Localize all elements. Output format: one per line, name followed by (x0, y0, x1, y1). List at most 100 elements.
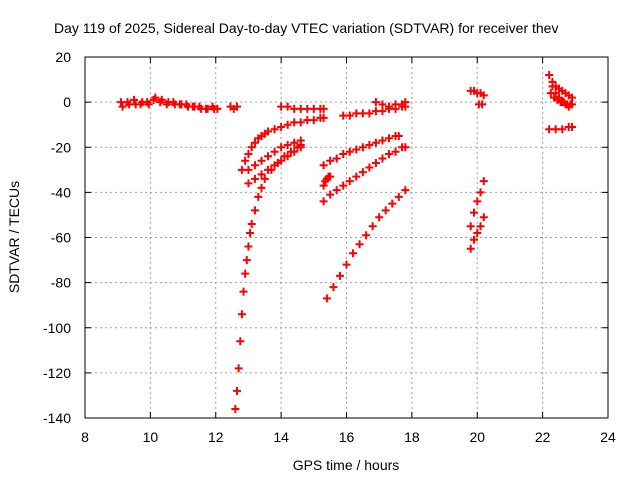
chart-title: Day 119 of 2025, Sidereal Day-to-day VTE… (54, 20, 558, 36)
data-point (264, 165, 273, 174)
data-point (342, 260, 351, 269)
data-point (144, 100, 153, 109)
data-point (244, 150, 253, 159)
data-point (394, 131, 403, 140)
data-point (479, 177, 488, 186)
data-point (381, 206, 390, 215)
data-point (283, 140, 292, 149)
data-point (339, 150, 348, 159)
y-tick-label: -40 (51, 184, 71, 200)
data-point (558, 125, 567, 134)
data-points (116, 71, 577, 413)
data-point (473, 197, 482, 206)
data-point (401, 98, 410, 107)
data-point (131, 100, 140, 109)
x-axis-title: GPS time / hours (293, 457, 400, 473)
data-point (329, 283, 338, 292)
x-tick-label: 14 (273, 429, 289, 445)
data-point (545, 71, 554, 80)
data-point (332, 186, 341, 195)
data-point (466, 222, 475, 231)
data-point (326, 172, 335, 181)
y-tick-label: -120 (43, 365, 71, 381)
data-point (352, 145, 361, 154)
data-point (157, 95, 166, 104)
data-point (283, 152, 292, 161)
data-point (234, 364, 243, 373)
data-point (250, 138, 259, 147)
data-point (237, 310, 246, 319)
series-s13 (319, 172, 335, 190)
data-point (277, 122, 286, 131)
data-point (231, 404, 240, 413)
data-point (345, 111, 354, 120)
data-point (368, 222, 377, 231)
data-point (296, 143, 305, 152)
x-tick-label: 8 (81, 429, 89, 445)
data-point (283, 102, 292, 111)
data-point (339, 181, 348, 190)
y-tick-label: -80 (51, 275, 71, 291)
data-point (473, 228, 482, 237)
data-point (232, 386, 241, 395)
data-point (355, 240, 364, 249)
y-axis-title: SDTVAR / TECUs (6, 181, 22, 293)
data-point (479, 213, 488, 222)
data-point (270, 161, 279, 170)
data-point (164, 98, 173, 107)
data-point (349, 249, 358, 258)
data-point (352, 172, 361, 181)
data-point (244, 242, 253, 251)
data-point (554, 93, 563, 102)
series-s21 (548, 82, 577, 111)
x-tick-label: 18 (404, 429, 420, 445)
data-point (375, 213, 384, 222)
data-point (568, 93, 577, 102)
data-point (264, 152, 273, 161)
data-point (332, 154, 341, 163)
data-point (270, 147, 279, 156)
data-point (296, 118, 305, 127)
series-s16 (466, 177, 488, 231)
data-point (244, 165, 253, 174)
data-point (242, 256, 251, 265)
data-point (257, 170, 266, 179)
series-s12 (319, 131, 403, 170)
x-tick-label: 16 (339, 429, 355, 445)
series-s22 (545, 122, 577, 134)
data-point (244, 179, 253, 188)
data-point (476, 188, 485, 197)
plot-frame (84, 56, 609, 419)
data-point (190, 102, 199, 111)
data-point (401, 143, 410, 152)
series-s7 (237, 113, 328, 174)
data-point (257, 183, 266, 192)
data-point (283, 120, 292, 129)
y-tick-label: -20 (51, 139, 71, 155)
data-point (290, 147, 299, 156)
data-point (250, 161, 259, 170)
data-point (254, 192, 263, 201)
data-point (479, 91, 488, 100)
data-point (476, 222, 485, 231)
data-point (277, 156, 286, 165)
data-point (568, 122, 577, 131)
series-s2 (118, 93, 219, 113)
data-point (322, 294, 331, 303)
x-tick-label: 10 (143, 429, 159, 445)
data-point (478, 100, 487, 109)
data-point (319, 161, 328, 170)
data-point (210, 104, 219, 113)
data-point (358, 168, 367, 177)
data-point (319, 197, 328, 206)
series-s3 (226, 102, 241, 113)
data-point (362, 231, 371, 240)
data-point (469, 235, 478, 244)
data-point (371, 98, 380, 107)
x-tick-label: 20 (469, 429, 485, 445)
data-point (277, 143, 286, 152)
data-point (384, 102, 393, 111)
data-point (466, 244, 475, 253)
